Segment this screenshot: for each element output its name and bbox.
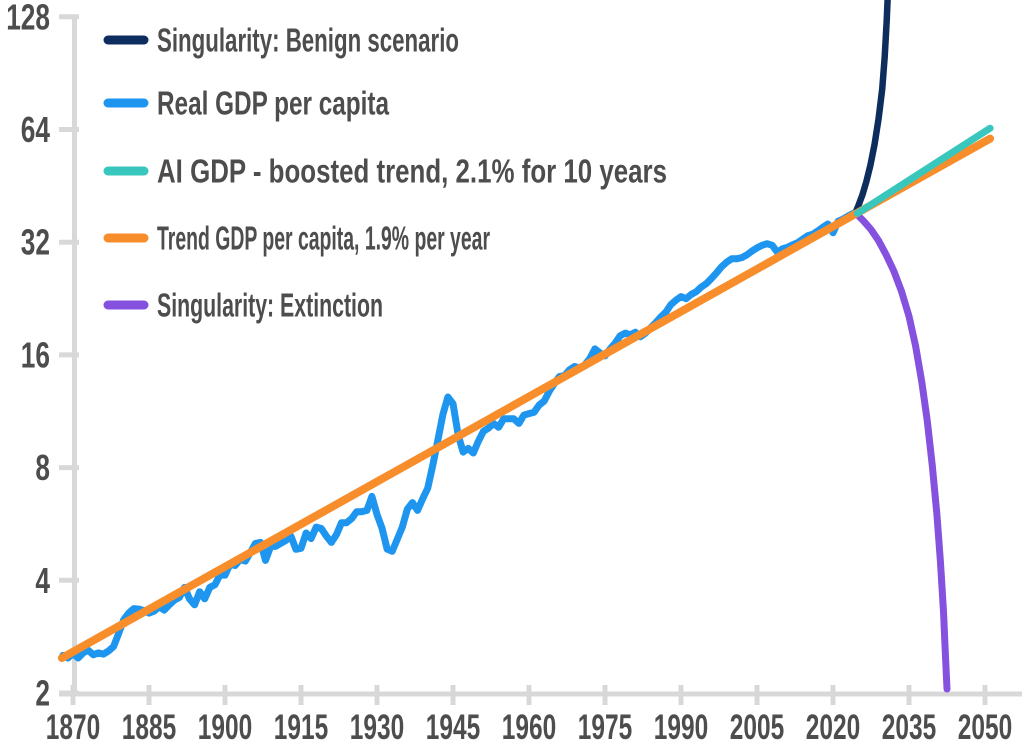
y-tick-label: 4 — [35, 560, 50, 601]
legend-label-singularity-extinction: Singularity: Extinction — [157, 287, 383, 324]
x-tick-label: 1990 — [654, 708, 708, 743]
x-tick-label: 1900 — [198, 708, 252, 743]
x-tick-label: 1915 — [274, 708, 328, 743]
series-line-singularity_benign — [851, 0, 891, 218]
y-tick-label: 2 — [35, 673, 50, 714]
y-tick-label: 16 — [21, 334, 50, 375]
series-line-trend_gdp — [57, 134, 995, 662]
series-lines — [57, 0, 995, 693]
x-tick-label: 2005 — [730, 708, 784, 743]
x-tick-label: 2020 — [806, 708, 860, 743]
y-tick-label: 128 — [6, 0, 50, 37]
legend-label-trend-gdp: Trend GDP per capita, 1.9% per year — [157, 220, 490, 257]
series-line-ai_boosted_trend — [853, 124, 994, 217]
x-tick-label: 1945 — [426, 708, 480, 743]
y-tick-label: 8 — [35, 447, 50, 488]
x-tick-label: 1975 — [578, 708, 632, 743]
x-tick-label: 1930 — [350, 708, 404, 743]
y-tick-label: 64 — [21, 109, 50, 150]
x-tick-label: 2050 — [958, 708, 1012, 743]
legend-label-ai-boosted: AI GDP - boosted trend, 2.1% for 10 year… — [157, 153, 667, 190]
y-tick-label: 32 — [21, 222, 50, 263]
x-tick-label: 1870 — [46, 708, 100, 743]
legend-label-real-gdp: Real GDP per capita — [157, 85, 389, 122]
x-tick-label: 1960 — [502, 708, 556, 743]
x-tick-label: 2035 — [882, 708, 936, 743]
x-tick-label: 1885 — [122, 708, 176, 743]
series-line-singularity_extinction — [853, 211, 951, 693]
legend: Singularity: Benign scenario Real GDP pe… — [103, 22, 667, 324]
legend-label-singularity-benign: Singularity: Benign scenario — [157, 22, 459, 59]
